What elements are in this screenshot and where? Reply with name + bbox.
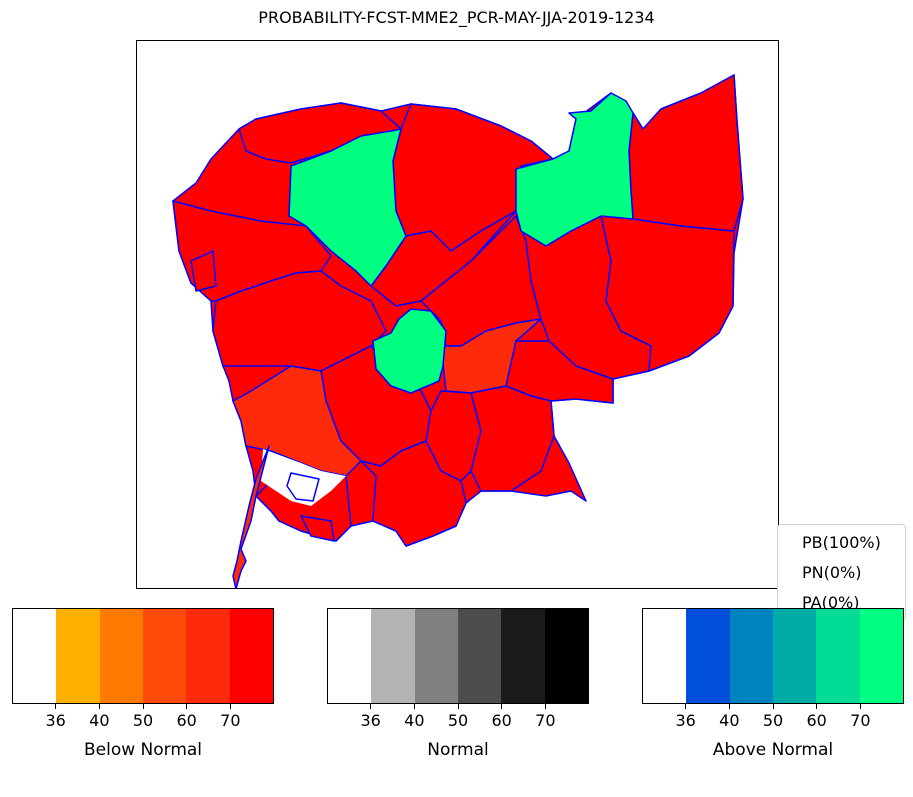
- province-region: [470, 385, 555, 492]
- colorbar-tick-label: 70: [535, 711, 556, 730]
- colorbar-tick: [816, 704, 818, 709]
- colorbar-tick: [98, 704, 100, 709]
- province-region: [360, 440, 467, 547]
- colorbar-tick: [859, 704, 861, 709]
- colorbar-swatch: [56, 609, 100, 703]
- colorbar-tick-label: 60: [806, 711, 827, 730]
- province-above-normal: [515, 92, 634, 247]
- colorbar-tick: [457, 704, 459, 709]
- above-normal-colorbar-title: Above Normal: [712, 740, 834, 760]
- coastal-strip: [300, 515, 335, 542]
- colorbar-tick: [728, 704, 730, 709]
- colorbar-tick-label: 40: [404, 711, 425, 730]
- colorbar-swatch: [229, 609, 273, 703]
- colorbar-swatch: [501, 609, 545, 703]
- colorbar-swatch: [859, 609, 903, 703]
- colorbar-tick-label: 70: [220, 711, 241, 730]
- map-legend: PB(100%) PN(0%) PA(0%): [777, 524, 906, 621]
- colorbar-swatch: [772, 609, 817, 703]
- colorbar-tick: [685, 704, 687, 709]
- map-frame: PB(100%) PN(0%) PA(0%): [136, 40, 906, 621]
- normal-colorbar-title: Normal: [427, 740, 489, 760]
- legend-pn: PN(0%): [802, 563, 862, 582]
- coastal-strip: [232, 445, 270, 588]
- below-normal-colorbar-title: Below Normal: [83, 740, 203, 760]
- colorbar-tick-label: 50: [447, 711, 469, 730]
- colorbar-swatch: [816, 609, 860, 703]
- colorbar-swatch: [686, 609, 730, 703]
- colorbar-tick: [186, 704, 188, 709]
- colorbar-tick-label: 36: [675, 711, 696, 730]
- province-above-normal: [288, 128, 407, 287]
- colorbar-tick: [544, 704, 546, 709]
- colorbar-swatch: [13, 609, 57, 703]
- colorbar-swatch: [643, 609, 687, 703]
- colorbar-swatch: [371, 609, 415, 703]
- colorbar-tick: [142, 704, 144, 709]
- colorbar-swatch: [457, 609, 502, 703]
- colorbar-tick: [229, 704, 231, 709]
- colorbar-tick-label: 40: [719, 711, 740, 730]
- colorbar-swatch: [142, 609, 187, 703]
- colorbar-tick-label: 50: [132, 711, 154, 730]
- colorbar-tick-label: 70: [850, 711, 871, 730]
- province-region: [190, 250, 217, 292]
- colorbar-tick: [413, 704, 415, 709]
- colorbar-tick-label: 36: [360, 711, 381, 730]
- below-normal-colorbar: [12, 608, 274, 704]
- cambodia-province-map: [172, 74, 744, 588]
- province-above-normal: [372, 308, 447, 394]
- colorbar-tick-label: 60: [176, 711, 197, 730]
- colorbar-swatch: [186, 609, 230, 703]
- legend-pb: PB(100%): [802, 533, 881, 552]
- colorbar-swatch: [328, 609, 372, 703]
- colorbar-tick: [55, 704, 57, 709]
- map-title: PROBABILITY-FCST-MME2_PCR-MAY-JJA-2019-1…: [258, 8, 655, 27]
- legend-pa: PA(0%): [802, 593, 860, 612]
- colorbar-swatch: [414, 609, 458, 703]
- coast-water: [286, 472, 320, 502]
- colorbar-tick: [772, 704, 774, 709]
- normal-colorbar: [327, 608, 589, 704]
- province-region: [232, 365, 362, 477]
- colorbar-tick-label: 40: [89, 711, 110, 730]
- colorbar-tick: [501, 704, 503, 709]
- colorbar-swatch: [99, 609, 143, 703]
- above-normal-colorbar: [642, 608, 904, 704]
- colorbar-tick-label: 50: [762, 711, 784, 730]
- colorbar-tick-label: 36: [45, 711, 66, 730]
- colorbar-swatch: [544, 609, 588, 703]
- colorbar-tick-label: 60: [491, 711, 512, 730]
- colorbar-swatch: [729, 609, 773, 703]
- province-region: [628, 74, 744, 232]
- colorbar-tick: [370, 704, 372, 709]
